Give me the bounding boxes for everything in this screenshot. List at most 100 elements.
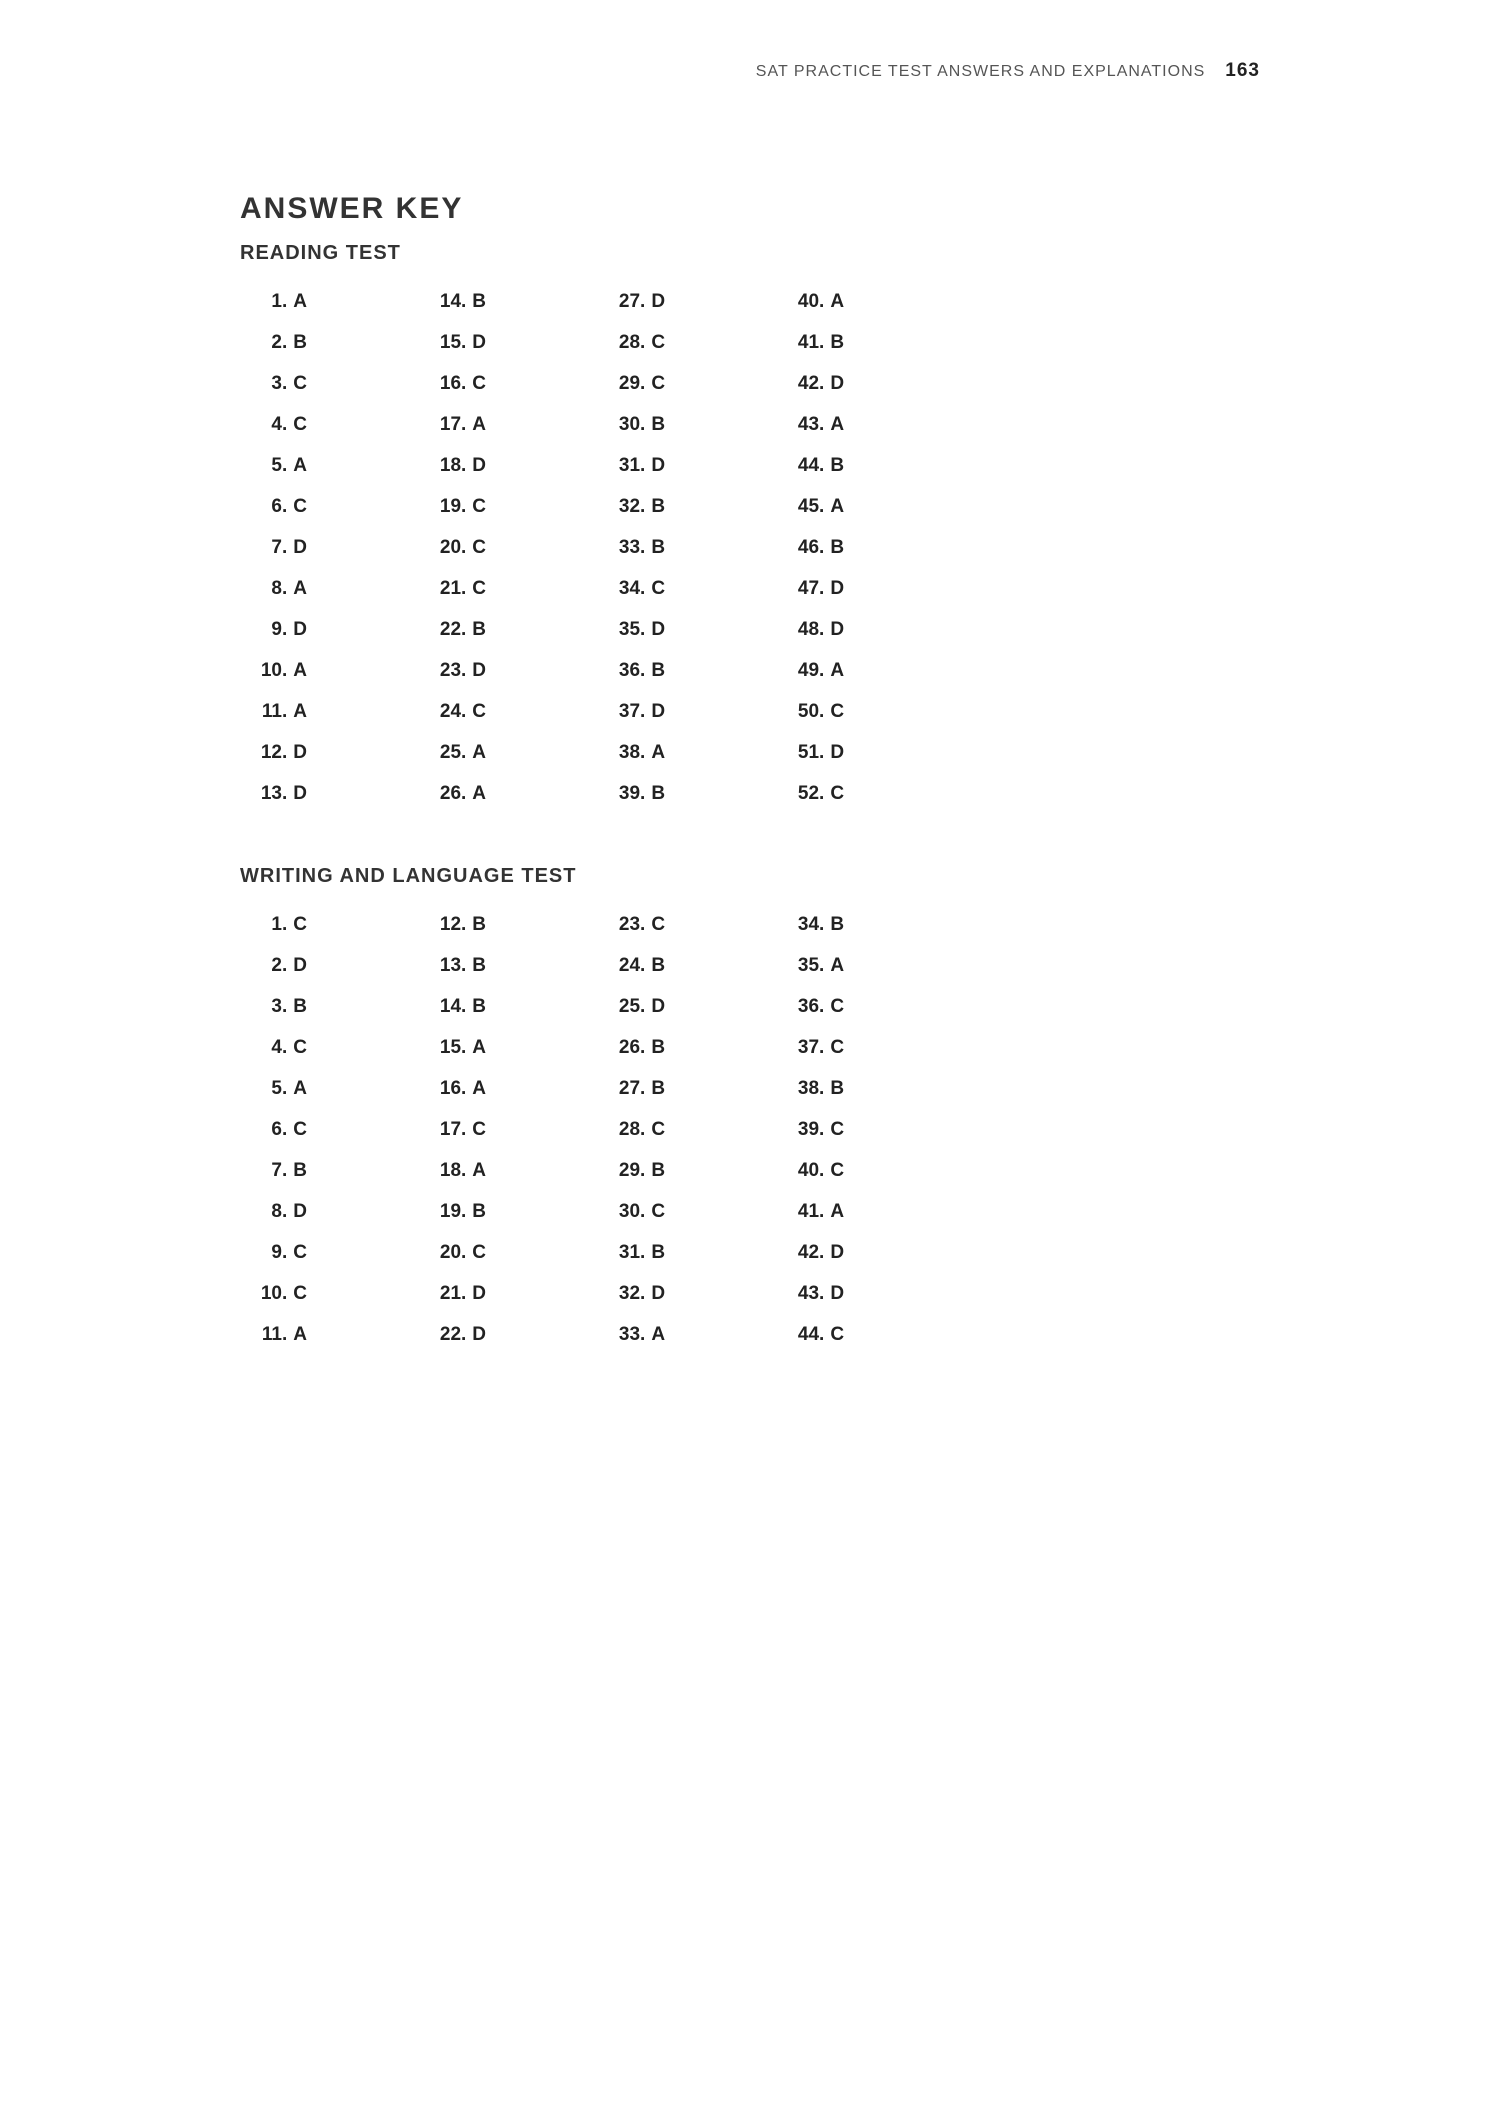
answer-letter: C [472, 1119, 486, 1141]
answer-number: 39 [785, 1119, 819, 1141]
answer-item: 52.C [785, 783, 844, 805]
answer-letter: B [651, 660, 665, 682]
answer-letter: A [293, 1324, 307, 1346]
answer-column: 34.B35.A36.C37.C38.B39.C40.C41.A42.D43.D… [785, 914, 844, 1346]
answer-number: 29 [606, 1160, 640, 1182]
answer-separator: . [461, 537, 466, 559]
answer-item: 6.C [248, 496, 307, 518]
answer-item: 12.B [427, 914, 486, 936]
answer-item: 32.B [606, 496, 665, 518]
answer-number: 1 [248, 914, 282, 936]
answer-number: 26 [606, 1037, 640, 1059]
answer-number: 28 [606, 1119, 640, 1141]
answer-separator: . [819, 1037, 824, 1059]
answer-number: 33 [606, 1324, 640, 1346]
answer-separator: . [461, 1201, 466, 1223]
answer-item: 15.A [427, 1037, 486, 1059]
answer-number: 34 [606, 578, 640, 600]
answer-number: 4 [248, 1037, 282, 1059]
answer-item: 33.A [606, 1324, 665, 1346]
answer-letter: A [830, 660, 844, 682]
answer-number: 13 [427, 955, 461, 977]
answer-letter: C [830, 1119, 844, 1141]
answer-number: 31 [606, 1242, 640, 1264]
answer-letter: B [651, 414, 665, 436]
answer-separator: . [640, 660, 645, 682]
answer-number: 11 [248, 1324, 282, 1346]
answer-separator: . [282, 373, 287, 395]
answer-item: 38.A [606, 742, 665, 764]
answer-letter: C [830, 996, 844, 1018]
answer-letter: D [830, 619, 844, 641]
answer-item: 23.C [606, 914, 665, 936]
answer-letter: C [472, 1242, 486, 1264]
answer-item: 21.C [427, 578, 486, 600]
answer-number: 35 [785, 955, 819, 977]
answer-item: 43.A [785, 414, 844, 436]
answer-separator: . [819, 783, 824, 805]
answer-letter: D [651, 1283, 665, 1305]
answer-separator: . [819, 414, 824, 436]
answer-separator: . [282, 914, 287, 936]
answer-separator: . [461, 1037, 466, 1059]
answer-number: 14 [427, 291, 461, 313]
answer-letter: B [651, 1160, 665, 1182]
answer-number: 5 [248, 1078, 282, 1100]
answer-letter: C [293, 373, 307, 395]
answer-number: 28 [606, 332, 640, 354]
answer-item: 47.D [785, 578, 844, 600]
answer-item: 20.C [427, 537, 486, 559]
answer-letter: D [472, 1324, 486, 1346]
answer-number: 32 [606, 1283, 640, 1305]
answer-letter: B [651, 1037, 665, 1059]
answer-separator: . [819, 955, 824, 977]
answer-letter: D [651, 455, 665, 477]
answer-separator: . [640, 291, 645, 313]
answer-number: 26 [427, 783, 461, 805]
answer-number: 12 [248, 742, 282, 764]
answer-letter: C [472, 373, 486, 395]
answer-separator: . [282, 1201, 287, 1223]
answer-number: 21 [427, 1283, 461, 1305]
answer-number: 25 [606, 996, 640, 1018]
answer-item: 40.C [785, 1160, 844, 1182]
answer-separator: . [640, 1242, 645, 1264]
answer-letter: B [651, 537, 665, 559]
answer-item: 46.B [785, 537, 844, 559]
answer-letter: C [293, 414, 307, 436]
answer-separator: . [282, 1324, 287, 1346]
answer-item: 1.A [248, 291, 307, 313]
answer-item: 5.A [248, 1078, 307, 1100]
answer-number: 18 [427, 1160, 461, 1182]
answer-letter: C [472, 578, 486, 600]
answer-letter: C [651, 373, 665, 395]
answer-item: 41.A [785, 1201, 844, 1223]
answer-letter: C [293, 914, 307, 936]
answer-item: 10.A [248, 660, 307, 682]
answer-column: 12.B13.B14.B15.A16.A17.C18.A19.B20.C21.D… [427, 914, 486, 1346]
answer-letter: A [293, 455, 307, 477]
answer-item: 11.A [248, 701, 307, 723]
answer-separator: . [282, 1119, 287, 1141]
answer-letter: C [830, 783, 844, 805]
answer-number: 44 [785, 1324, 819, 1346]
answer-number: 8 [248, 578, 282, 600]
answer-separator: . [461, 332, 466, 354]
answer-separator: . [461, 1242, 466, 1264]
answer-item: 27.D [606, 291, 665, 313]
answer-letter: B [472, 291, 486, 313]
answer-separator: . [640, 996, 645, 1018]
answer-item: 3.B [248, 996, 307, 1018]
answer-item: 29.C [606, 373, 665, 395]
answer-item: 9.C [248, 1242, 307, 1264]
answer-letter: D [293, 619, 307, 641]
answer-separator: . [819, 701, 824, 723]
answer-separator: . [282, 619, 287, 641]
answer-separator: . [461, 1078, 466, 1100]
answer-item: 22.B [427, 619, 486, 641]
answer-number: 42 [785, 373, 819, 395]
answer-separator: . [461, 291, 466, 313]
answer-letter: A [293, 660, 307, 682]
answer-item: 19.B [427, 1201, 486, 1223]
answer-separator: . [640, 619, 645, 641]
